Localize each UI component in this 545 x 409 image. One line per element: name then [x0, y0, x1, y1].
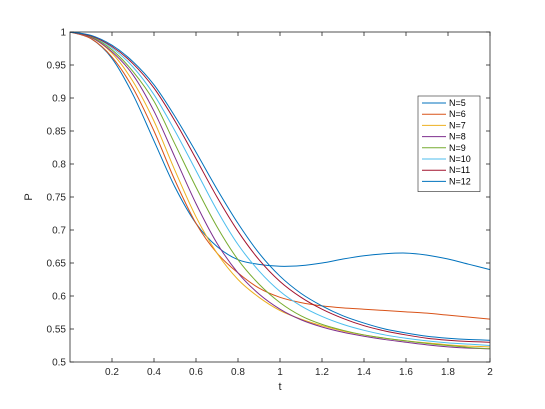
legend: N=5N=6N=7 N=8N=9N=10N=11N=12 [417, 95, 481, 192]
y-tick-label: 0.95 [47, 61, 67, 72]
axes: 0.2 0.4 0.6 0.8 1 1.2 1.4 1.6 1.8 2 0.5 0.55 0.6 0.65… [47, 28, 494, 379]
y-tick-label: 0.75 [47, 193, 67, 204]
y-tick-label: 1 [60, 28, 66, 39]
y-tick-label: 0.55 [47, 325, 67, 336]
y-tick-label: 0.6 [52, 292, 66, 303]
series-line-n10 [69, 31, 491, 346]
y-tick-label: 0.9 [52, 94, 66, 105]
y-tick-label: 0.8 [52, 160, 66, 171]
y-tick-label: 0.5 [52, 358, 66, 369]
x-tick-label: 1.2 [315, 367, 329, 378]
y-axis-label: P [23, 193, 35, 200]
x-tick-label: 0.4 [147, 367, 161, 378]
x-axis-label: t [278, 381, 281, 393]
legend-label: N=8 [449, 132, 466, 142]
x-tick-label: 1 [277, 367, 283, 378]
legend-label: N=9 [449, 143, 466, 153]
legend-label: N=10 [449, 154, 471, 164]
x-tick-label: 2 [487, 367, 493, 378]
x-tick-label: 0.8 [231, 367, 245, 378]
plot-area [70, 32, 490, 362]
legend-label: N=11 [449, 165, 470, 175]
y-tick-label: 0.85 [47, 127, 67, 138]
x-tick-label: 1.4 [357, 367, 371, 378]
series-line-n12 [69, 31, 491, 341]
series-line-n8 [69, 31, 491, 350]
legend-label: N=7 [449, 120, 466, 130]
series-lines [69, 31, 491, 350]
x-tick-label: 1.6 [399, 367, 413, 378]
series-line-n9 [69, 31, 491, 350]
x-tick-label: 0.6 [189, 367, 203, 378]
legend-label: N=6 [449, 109, 466, 119]
x-tick-label: 1.8 [441, 367, 455, 378]
x-tick-label: 0.2 [105, 367, 119, 378]
legend-label: N=5 [449, 98, 466, 108]
series-line-n5 [69, 31, 491, 271]
y-tick-label: 0.65 [47, 259, 67, 270]
legend-box [417, 95, 481, 192]
y-tick-label: 0.7 [52, 226, 66, 237]
legend-label: N=12 [449, 176, 471, 186]
series-line-n11 [69, 31, 491, 343]
series-line-n6 [69, 31, 491, 320]
